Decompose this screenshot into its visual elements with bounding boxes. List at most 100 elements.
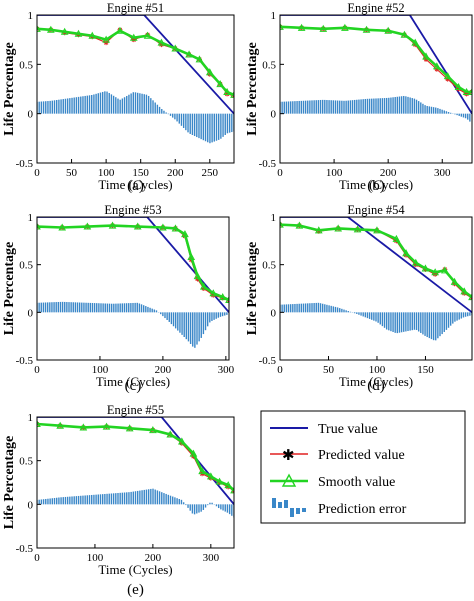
error-bar [156, 490, 159, 505]
error-bar [366, 312, 369, 319]
error-bar [38, 101, 40, 114]
error-bar [356, 312, 358, 314]
predicted-marker [455, 86, 461, 92]
smooth-marker [74, 29, 83, 37]
y-axis-label: Life Percentage [245, 242, 260, 335]
error-bar [134, 92, 137, 114]
error-bar [132, 92, 135, 114]
axes-frame [279, 216, 473, 361]
error-bar [180, 499, 183, 505]
error-bar [309, 303, 311, 313]
panel-label: (c) [125, 378, 142, 394]
error-bar [200, 504, 202, 512]
error-bar [75, 97, 78, 114]
error-bar [80, 96, 82, 114]
error-bar [211, 502, 213, 505]
error-bar [420, 312, 422, 333]
x-tick-label: 100 [98, 167, 115, 179]
error-bars [280, 95, 471, 122]
error-bar [165, 112, 167, 114]
error-bar [88, 95, 91, 114]
x-tick-label: 0 [34, 552, 40, 564]
error-bar [462, 113, 465, 118]
error-bar [224, 113, 226, 135]
smooth-marker [400, 30, 409, 38]
error-bar [66, 98, 69, 114]
error-bar [405, 96, 407, 114]
x-tick-label: 150 [417, 364, 434, 376]
error-bar [74, 302, 77, 313]
error-bar [424, 105, 426, 114]
error-bar [220, 504, 222, 510]
error-bar [42, 101, 45, 114]
error-bar [161, 109, 163, 114]
error-bar [345, 100, 347, 114]
error-bar [49, 498, 51, 505]
error-bar [424, 312, 426, 336]
smooth-marker [223, 87, 231, 95]
error-bar [426, 105, 428, 114]
y-axis-label: Life Percentage [2, 242, 17, 335]
error-bar [464, 312, 467, 317]
smooth-marker [149, 426, 157, 434]
error-bar [82, 495, 84, 505]
error-bar [76, 302, 79, 313]
error-bar [158, 491, 161, 505]
error-bar [334, 100, 337, 114]
error-bars [280, 302, 472, 341]
error-bar [180, 113, 183, 126]
error-bar [141, 490, 143, 505]
error-bar [104, 303, 106, 313]
error-bar [311, 100, 313, 114]
error-bar [334, 306, 337, 313]
smooth-marker [171, 224, 180, 232]
error-bar [292, 101, 294, 114]
error-bar [132, 302, 134, 313]
error-bar [151, 308, 153, 313]
error-bar [42, 499, 45, 505]
error-bar [324, 99, 326, 114]
error-bar [328, 100, 330, 114]
smooth-marker [422, 52, 430, 60]
smooth-marker [79, 423, 88, 431]
error-bar [182, 502, 185, 505]
x-tick-label: 0 [277, 364, 283, 376]
error-bar [379, 312, 381, 325]
legend: True value ✱ Predicted value Smooth valu… [260, 410, 466, 524]
predicted-marker [201, 286, 207, 291]
error-bar [343, 309, 345, 313]
error-bar [377, 98, 379, 114]
error-bar [349, 100, 352, 114]
panel-label: (e) [127, 582, 144, 598]
x-axis-label: Time (Cycles) [98, 562, 172, 577]
smooth-marker [171, 44, 180, 52]
error-bar [102, 303, 104, 313]
error-bar [96, 303, 98, 313]
error-bar [78, 302, 81, 313]
error-bar [119, 303, 121, 313]
error-bar [62, 99, 64, 114]
error-bar [467, 312, 469, 317]
error-bar [373, 98, 375, 114]
error-bar [371, 312, 373, 320]
y-tick-label: 0.5 [19, 456, 33, 468]
smooth-marker [157, 38, 166, 46]
error-bar [121, 303, 124, 313]
error-bar [307, 303, 309, 313]
error-bar [302, 303, 305, 313]
error-bar [317, 302, 320, 313]
error-bar [128, 492, 130, 505]
error-bar [84, 95, 86, 114]
error-bar [53, 302, 55, 313]
error-bar [204, 504, 207, 508]
error-bar [119, 492, 121, 505]
x-tick-label: 300 [434, 167, 451, 179]
error-bar [411, 312, 413, 331]
smooth-marker [462, 87, 471, 95]
error-bar [40, 499, 43, 505]
error-bar [117, 98, 119, 114]
error-bar [189, 312, 192, 344]
error-bar [174, 312, 177, 329]
legend-error-swatch [272, 498, 306, 517]
error-bar [113, 303, 115, 313]
